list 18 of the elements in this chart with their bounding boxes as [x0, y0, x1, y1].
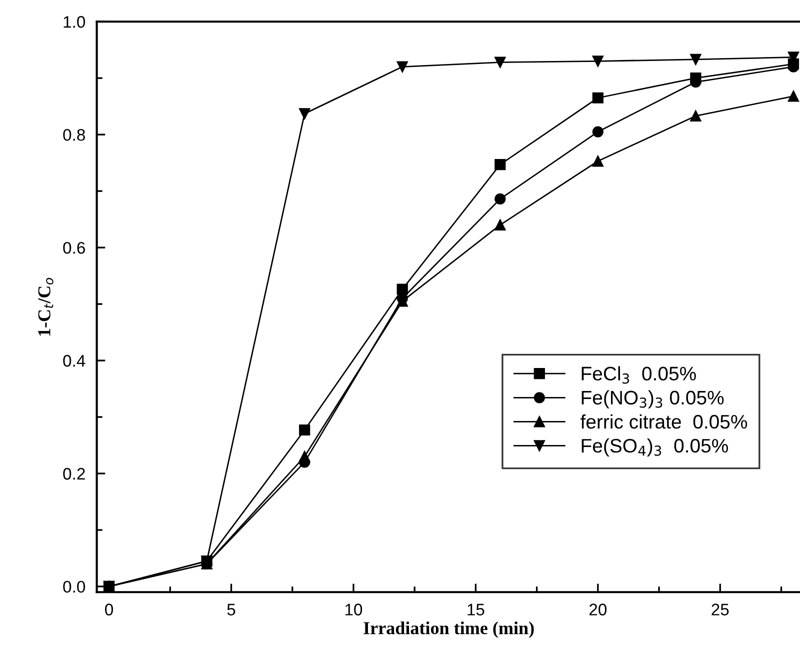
y-tick-label: 0.2: [63, 468, 85, 480]
y-tick-label: 0.4: [63, 354, 86, 367]
x-axis-title: Irradiation time (min): [364, 622, 534, 638]
x-tick-label: 5: [227, 604, 236, 616]
y-tick-label: 0.6: [63, 242, 85, 254]
x-tick-label: 10: [345, 604, 362, 616]
legend-label: Fe(NO$_{3}$)$_{3}$ 0.05%: [582, 390, 724, 408]
x-tick-label: 20: [589, 604, 607, 616]
y-axis-title: 1-C$_{t}$/C$_{o}$: [38, 278, 54, 336]
x-tick-label: 0: [105, 604, 114, 616]
y-tick-label: 0.8: [63, 128, 85, 141]
x-tick-label: 25: [712, 604, 729, 616]
legend-label: Fe(SO$_{4}$)$_{3}$ 0.05%: [582, 438, 728, 456]
legend-label: FeCl$_{3}$ 0.05%: [582, 366, 696, 384]
x-tick-label: 15: [468, 604, 484, 616]
y-tick-label: 1.0: [64, 16, 86, 28]
legend-label: ferric citrate 0.05%: [580, 414, 748, 429]
y-tick-label: 0.0: [63, 580, 86, 593]
